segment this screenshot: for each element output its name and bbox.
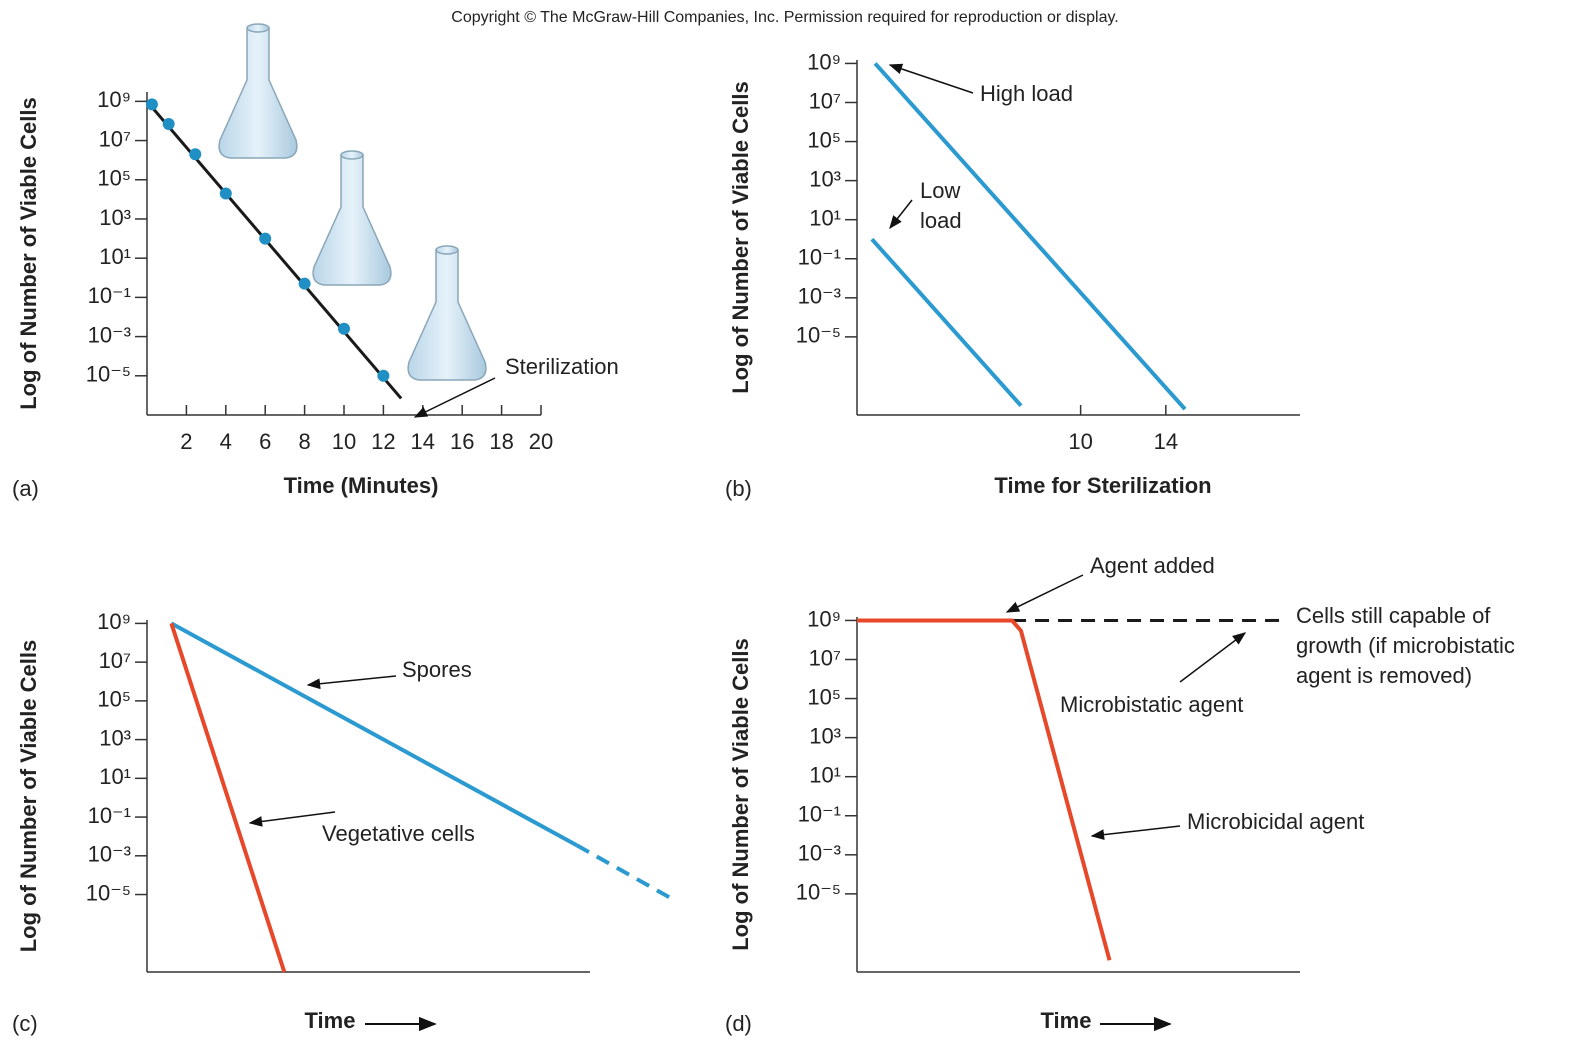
y-tick-label: 10¹ xyxy=(809,206,841,231)
y-axis-title: Log of Number of Viable Cells xyxy=(728,638,753,951)
y-tick-label: 10⁻⁵ xyxy=(796,323,841,348)
arrow xyxy=(1179,632,1247,683)
y-tick-label: 10⁻³ xyxy=(798,284,841,309)
y-tick-label: 10⁵ xyxy=(807,127,841,152)
annotation: High load xyxy=(980,81,1073,106)
annotation: Microbistatic agent xyxy=(1060,692,1243,717)
x-tick-label: 4 xyxy=(220,429,232,454)
y-tick-label: 10⁷ xyxy=(809,645,841,670)
y-tick-label: 10³ xyxy=(99,725,131,750)
y-tick-label: 10⁻¹ xyxy=(88,283,131,308)
y-tick-label: 10⁻³ xyxy=(798,841,841,866)
y-tick-label: 10⁷ xyxy=(99,648,131,673)
x-tick-label: 18 xyxy=(489,429,513,454)
data-point xyxy=(145,98,158,111)
y-tick-label: 10¹ xyxy=(99,764,131,789)
arrow xyxy=(1090,825,1181,840)
x-tick-label: 12 xyxy=(371,429,395,454)
y-tick-label: 10⁵ xyxy=(97,687,131,712)
annotation: Vegetative cells xyxy=(322,821,475,846)
x-axis-title: Time for Sterilization xyxy=(994,473,1211,498)
y-tick-label: 10⁷ xyxy=(99,126,131,151)
y-tick-label: 10³ xyxy=(809,723,841,748)
arrow xyxy=(1005,574,1084,613)
data-point xyxy=(219,187,232,200)
data-point xyxy=(259,232,272,245)
flask xyxy=(218,23,298,159)
y-tick-label: 10⁵ xyxy=(807,684,841,709)
data-point xyxy=(189,148,202,161)
annotation: Sterilization xyxy=(505,354,619,379)
annotation: growth (if microbistatic xyxy=(1296,633,1515,658)
series-line xyxy=(170,621,578,848)
y-tick-label: 10⁻⁵ xyxy=(86,880,131,905)
annotation: load xyxy=(920,208,962,233)
y-tick-label: 10⁻³ xyxy=(88,322,131,347)
arrow xyxy=(248,811,336,827)
y-tick-label: 10¹ xyxy=(809,763,841,788)
y-tick-label: 10⁻¹ xyxy=(798,802,841,827)
arrow xyxy=(889,199,913,230)
panel-label: (c) xyxy=(12,1011,38,1036)
x-tick-label: 6 xyxy=(259,429,271,454)
x-tick-label: 2 xyxy=(180,429,192,454)
annotation: Low xyxy=(920,178,960,203)
annotation: Cells still capable of xyxy=(1296,603,1491,628)
y-tick-label: 10³ xyxy=(809,166,841,191)
data-point xyxy=(162,117,175,130)
annotation: Spores xyxy=(402,657,472,682)
y-tick-label: 10⁵ xyxy=(97,166,131,191)
x-axis-title: Time xyxy=(305,1008,356,1033)
x-tick-label: 16 xyxy=(450,429,474,454)
y-tick-label: 10⁹ xyxy=(807,606,841,631)
flask xyxy=(407,245,487,381)
arrow xyxy=(306,675,397,690)
data-point xyxy=(298,277,311,290)
x-tick-label: 10 xyxy=(332,429,356,454)
annotation: Agent added xyxy=(1090,553,1215,578)
y-tick-label: 10⁹ xyxy=(807,49,841,74)
series-line xyxy=(873,62,1187,411)
y-tick-label: 10⁻¹ xyxy=(88,803,131,828)
x-tick-label: 20 xyxy=(529,429,553,454)
x-tick-label: 10 xyxy=(1068,429,1092,454)
y-tick-label: 10⁷ xyxy=(809,88,841,113)
y-tick-label: 10³ xyxy=(99,205,131,230)
annotation: Microbicidal agent xyxy=(1187,809,1364,834)
flask xyxy=(312,150,392,286)
x-tick-label: 14 xyxy=(1154,429,1178,454)
y-axis-title: Log of Number of Viable Cells xyxy=(728,81,753,394)
arrow xyxy=(888,63,974,94)
annotation: agent is removed) xyxy=(1296,663,1472,688)
panel-label: (b) xyxy=(725,476,752,501)
y-axis-title: Log of Number of Viable Cells xyxy=(16,97,41,410)
series-line xyxy=(575,843,671,900)
y-axis-title: Log of Number of Viable Cells xyxy=(16,640,41,953)
series-line xyxy=(169,622,287,973)
panel-label: (a) xyxy=(12,476,39,501)
copyright: Copyright © The McGraw-Hill Companies, I… xyxy=(451,9,1118,26)
data-point xyxy=(377,369,390,382)
x-axis-title: Time (Minutes) xyxy=(284,473,439,498)
y-tick-label: 10⁹ xyxy=(97,87,131,112)
series-line xyxy=(857,618,1112,961)
data-point xyxy=(338,322,350,335)
series-line xyxy=(870,237,1023,408)
x-tick-label: 8 xyxy=(298,429,310,454)
x-axis-title: Time xyxy=(1041,1008,1092,1033)
y-tick-label: 10⁻³ xyxy=(88,842,131,867)
series-line xyxy=(145,100,403,400)
y-tick-label: 10¹ xyxy=(99,244,131,269)
y-tick-label: 10⁻⁵ xyxy=(796,880,841,905)
x-tick-label: 14 xyxy=(411,429,435,454)
y-tick-label: 10⁻¹ xyxy=(798,245,841,270)
y-tick-label: 10⁹ xyxy=(97,609,131,634)
arrow xyxy=(413,377,496,418)
y-tick-label: 10⁻⁵ xyxy=(86,362,131,387)
panel-label: (d) xyxy=(725,1011,752,1036)
